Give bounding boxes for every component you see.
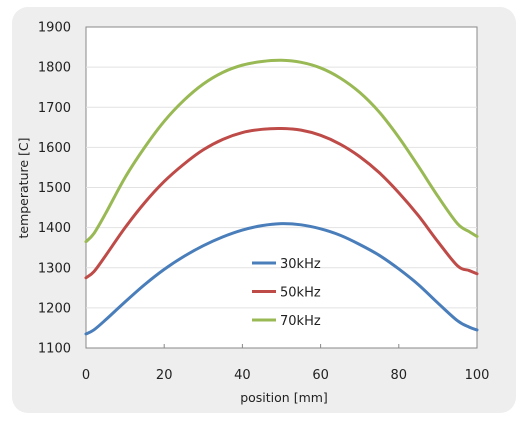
- x-tick-label: 100: [465, 368, 490, 383]
- series-line-70khz: [84, 58, 479, 244]
- y-tick-label: 1200: [38, 301, 71, 316]
- legend-label: 50kHz: [280, 286, 321, 301]
- y-axis-ticks: 1100 1200 1300 1400 1500 1600 1700 1800 1900: [38, 21, 71, 357]
- x-tick-label: 40: [234, 368, 251, 383]
- x-tick-label: 60: [312, 368, 329, 383]
- legend-label: 30kHz: [280, 257, 321, 272]
- y-tick-label: 1800: [38, 61, 71, 76]
- y-tick-label: 1900: [38, 21, 71, 36]
- y-tick-label: 1400: [38, 221, 71, 236]
- y-tick-label: 1700: [38, 101, 71, 116]
- series-line-30khz: [84, 222, 479, 336]
- x-axis-ticks: 0 20 40 60 80 100: [82, 344, 490, 383]
- y-axis-label: temperature [C]: [16, 137, 31, 238]
- y-tick-label: 1500: [38, 181, 71, 196]
- grid-lines: [86, 66, 477, 309]
- x-tick-label: 0: [82, 368, 90, 383]
- x-axis-label: position [mm]: [240, 390, 328, 405]
- x-tick-label: 80: [391, 368, 408, 383]
- y-tick-label: 1600: [38, 141, 71, 156]
- y-tick-label: 1300: [38, 261, 71, 276]
- series-lines: [84, 58, 479, 336]
- x-tick-label: 20: [156, 368, 173, 383]
- legend-label: 70kHz: [280, 314, 321, 329]
- legend: 30kHz 50kHz 70kHz: [252, 257, 321, 329]
- series-line-50khz: [84, 126, 479, 280]
- y-tick-label: 1100: [38, 342, 71, 357]
